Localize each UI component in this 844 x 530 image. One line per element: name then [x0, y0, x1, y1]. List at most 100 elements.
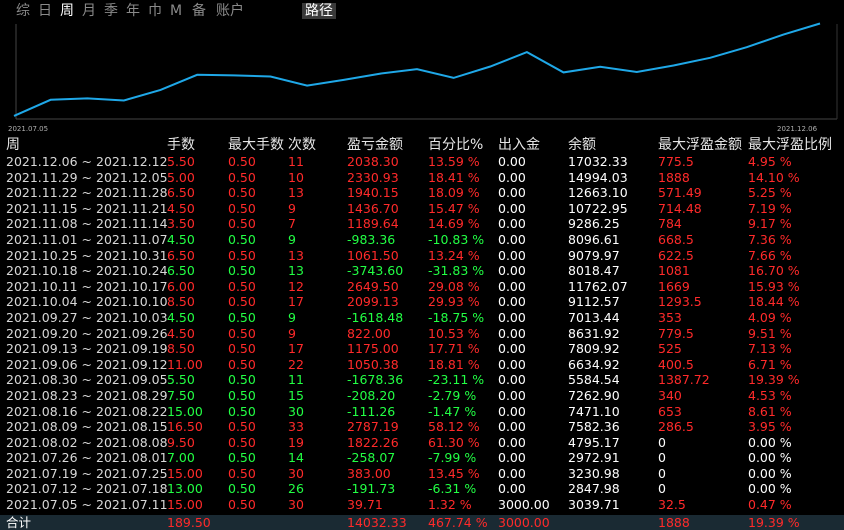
table-row[interactable]: 2021.09.06 ~ 2021.09.12 11.00 0.50 22 1050.3… [0, 357, 844, 373]
row-hands: 5.50 [167, 372, 195, 388]
row-max-hands: 0.50 [228, 419, 256, 435]
tab-9[interactable]: 账户 [216, 3, 244, 19]
row-max-float-ratio: 0.00 % [748, 450, 792, 466]
tab-1[interactable]: 日 [38, 3, 52, 19]
tab-7[interactable]: M [170, 3, 183, 19]
row-max-float: 286.5 [658, 419, 694, 435]
equity-curve-svg: 2021.07.05 2021.12.06 [8, 22, 838, 134]
table-row[interactable]: 2021.12.06 ~ 2021.12.12 5.50 0.50 11 2038.30… [0, 154, 844, 170]
table-row[interactable]: 2021.10.11 ~ 2021.10.17 6.00 0.50 12 2649.50… [0, 279, 844, 295]
tab-4[interactable]: 季 [104, 3, 118, 19]
row-max-float-ratio: 16.70 % [748, 263, 800, 279]
row-week: 2021.07.19 ~ 2021.07.25 [6, 465, 168, 481]
row-in-out: 0.00 [498, 419, 526, 435]
table-row[interactable]: 2021.08.02 ~ 2021.08.08 9.50 0.50 19 1822.26… [0, 435, 844, 451]
table-row[interactable]: 2021.09.27 ~ 2021.10.03 4.50 0.50 9 -1618.48… [0, 310, 844, 326]
table-row[interactable]: 2021.08.16 ~ 2021.08.22 15.00 0.50 30 -111.2… [0, 404, 844, 420]
row-max-float: 1081 [658, 263, 690, 279]
row-count: 9 [288, 309, 296, 325]
row-week: 2021.12.06 ~ 2021.12.12 [6, 154, 168, 169]
header-in-out[interactable]: 出入金 [498, 137, 540, 153]
header-max-float-ratio[interactable]: 最大浮盈比例 [748, 137, 832, 153]
header-balance[interactable]: 余额 [568, 137, 596, 153]
row-balance: 9079.97 [568, 247, 620, 263]
row-count: 9 [288, 200, 296, 216]
tab-6[interactable]: 巾 [148, 3, 162, 19]
row-max-hands: 0.50 [228, 263, 256, 279]
row-balance: 9286.25 [568, 216, 620, 232]
header-week[interactable]: 周 [6, 137, 20, 153]
row-count: 9 [288, 325, 296, 341]
header-max-hands[interactable]: 最大手数 [228, 137, 284, 153]
row-balance: 11762.07 [568, 278, 628, 294]
row-max-hands: 0.50 [228, 341, 256, 357]
period-tab-bar: 综日周月季年巾 M 备账户 路径 [0, 0, 844, 22]
table-row[interactable]: 2021.11.15 ~ 2021.11.21 4.50 0.50 9 1436.70 1… [0, 201, 844, 217]
row-percent: -7.99 % [428, 450, 477, 466]
tab-8[interactable]: 备 [192, 3, 206, 19]
row-max-float-ratio: 3.95 % [748, 419, 792, 435]
table-row[interactable]: 2021.11.01 ~ 2021.11.07 4.50 0.50 9 -983.36 -… [0, 232, 844, 248]
tab-3[interactable]: 月 [82, 3, 96, 19]
row-in-out: 0.00 [498, 309, 526, 325]
table-row[interactable]: 2021.07.12 ~ 2021.07.18 13.00 0.50 26 -191.7… [0, 481, 844, 497]
table-row[interactable]: 2021.07.26 ~ 2021.08.01 7.00 0.50 14 -258.07… [0, 450, 844, 466]
table-row[interactable]: 2021.09.20 ~ 2021.09.26 4.50 0.50 9 822.00 10… [0, 326, 844, 342]
table-row[interactable]: 2021.11.22 ~ 2021.11.28 6.50 0.50 13 1940.15… [0, 185, 844, 201]
header-percent[interactable]: 百分比% [428, 137, 484, 153]
table-row[interactable]: 2021.08.30 ~ 2021.09.05 5.50 0.50 11 -1678.3… [0, 372, 844, 388]
row-max-hands: 0.50 [228, 154, 256, 169]
row-percent: 13.24 % [428, 247, 480, 263]
header-hands[interactable]: 手数 [167, 137, 195, 153]
chart-end-date: 2021.12.06 [777, 125, 818, 133]
row-max-hands: 0.50 [228, 450, 256, 466]
route-button[interactable]: 路径 [302, 3, 336, 19]
total-pnl: 14032.33 [347, 514, 407, 530]
row-hands: 3.50 [167, 216, 195, 232]
row-max-float-ratio: 8.61 % [748, 403, 792, 419]
row-max-hands: 0.50 [228, 200, 256, 216]
table-row[interactable]: 2021.08.09 ~ 2021.08.15 16.50 0.50 33 2787.1… [0, 419, 844, 435]
table-row[interactable]: 2021.08.23 ~ 2021.08.29 7.50 0.50 15 -208.20… [0, 388, 844, 404]
row-balance: 7013.44 [568, 309, 620, 325]
row-max-hands: 0.50 [228, 169, 256, 185]
row-max-hands: 0.50 [228, 231, 256, 247]
equity-line [13, 22, 821, 117]
row-hands: 6.00 [167, 278, 195, 294]
row-week: 2021.07.12 ~ 2021.07.18 [6, 481, 168, 497]
row-count: 22 [288, 356, 304, 372]
row-max-hands: 0.50 [228, 403, 256, 419]
row-max-float: 784 [658, 216, 682, 232]
table-row[interactable]: 2021.07.05 ~ 2021.07.11 15.00 0.50 30 39.71 1… [0, 497, 844, 513]
tab-2[interactable]: 周 [60, 3, 74, 19]
tab-5[interactable]: 年 [126, 3, 140, 19]
row-max-float: 1293.5 [658, 294, 702, 310]
table-body: 2021.12.06 ~ 2021.12.12 5.50 0.50 11 2038.30… [0, 154, 844, 513]
row-pnl: 39.71 [347, 497, 383, 513]
tab-0[interactable]: 综 [16, 3, 30, 19]
table-row[interactable]: 2021.10.18 ~ 2021.10.24 6.50 0.50 13 -3743.6… [0, 263, 844, 279]
row-pnl: -3743.60 [347, 263, 404, 279]
row-percent: 14.69 % [428, 216, 480, 232]
row-max-float-ratio: 5.25 % [748, 185, 792, 201]
table-row[interactable]: 2021.11.29 ~ 2021.12.05 5.00 0.50 10 2330.93… [0, 170, 844, 186]
row-max-float: 1669 [658, 278, 690, 294]
row-hands: 6.50 [167, 185, 195, 201]
header-pnl[interactable]: 盈亏金额 [347, 137, 403, 153]
table-row[interactable]: 2021.10.25 ~ 2021.10.31 6.50 0.50 13 1061.50… [0, 248, 844, 264]
table-row[interactable]: 2021.09.13 ~ 2021.09.19 8.50 0.50 17 1175.00… [0, 341, 844, 357]
row-hands: 5.50 [167, 154, 195, 169]
row-hands: 11.00 [167, 356, 203, 372]
row-in-out: 0.00 [498, 263, 526, 279]
row-max-float-ratio: 15.93 % [748, 278, 800, 294]
row-pnl: -983.36 [347, 231, 396, 247]
header-count[interactable]: 次数 [288, 137, 316, 153]
row-max-hands: 0.50 [228, 309, 256, 325]
row-balance: 7582.36 [568, 419, 620, 435]
row-week: 2021.10.11 ~ 2021.10.17 [6, 278, 168, 294]
header-max-float[interactable]: 最大浮盈金额 [658, 137, 742, 153]
table-row[interactable]: 2021.10.04 ~ 2021.10.10 8.50 0.50 17 2099.13… [0, 294, 844, 310]
row-count: 11 [288, 154, 304, 169]
table-row[interactable]: 2021.07.19 ~ 2021.07.25 15.00 0.50 30 383.00… [0, 466, 844, 482]
table-row[interactable]: 2021.11.08 ~ 2021.11.14 3.50 0.50 7 1189.64 1… [0, 216, 844, 232]
